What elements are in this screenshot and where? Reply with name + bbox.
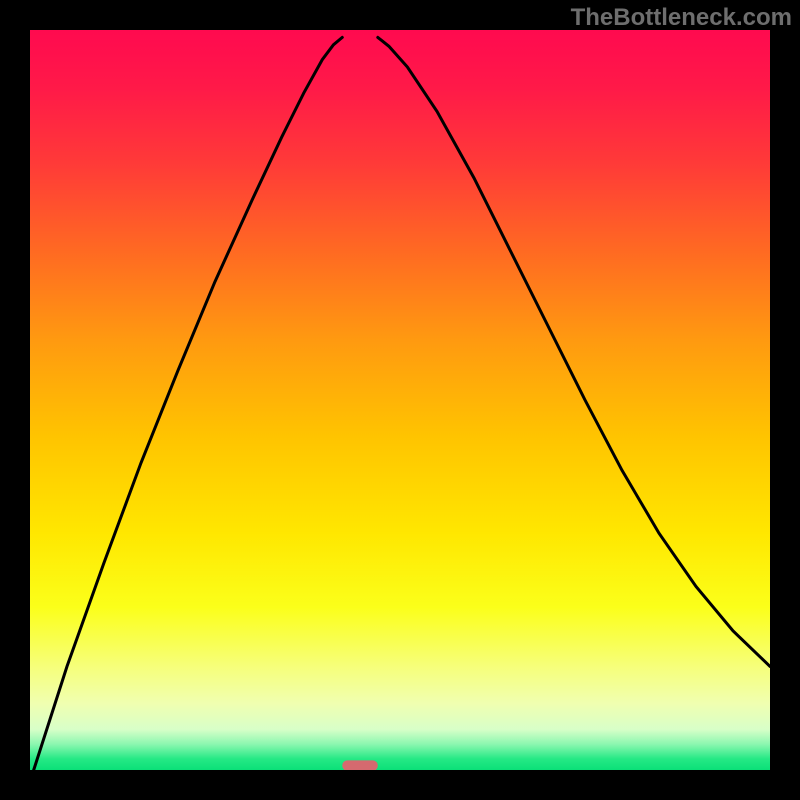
watermark-text: TheBottleneck.com xyxy=(571,4,792,32)
gradient-background xyxy=(30,30,770,770)
bottleneck-marker xyxy=(342,760,378,770)
chart-container: TheBottleneck.com xyxy=(0,0,800,800)
plot-area xyxy=(30,30,770,770)
